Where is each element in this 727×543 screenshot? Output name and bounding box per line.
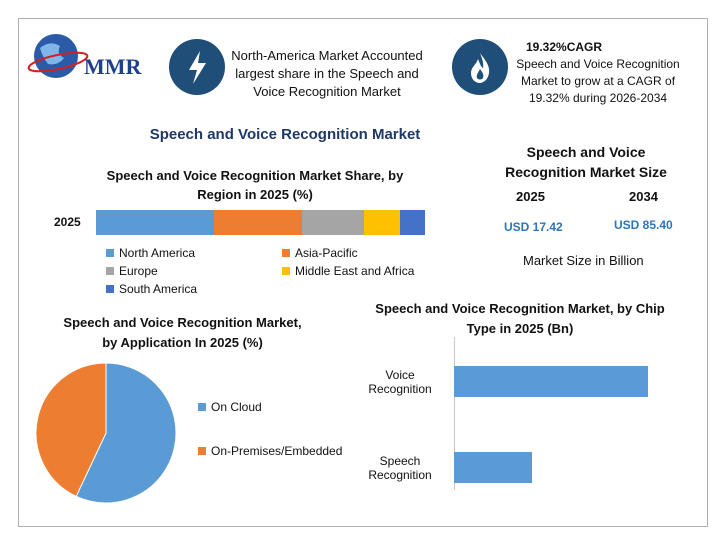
chart-title: Speech and Voice Recognition Market, by … [63, 315, 302, 350]
icon [452, 39, 508, 95]
legend-item: Asia-Pacific [282, 246, 358, 260]
legend-swatch [106, 267, 114, 275]
size-note: Market Size in Billion [523, 253, 644, 268]
logo: MMR [27, 34, 143, 79]
year: 2034 [629, 189, 658, 204]
bar-segment [96, 210, 215, 235]
legend-swatch [106, 285, 114, 293]
legend-swatch [198, 403, 206, 411]
axis-line [454, 337, 455, 490]
category-label: Voice Recognition [368, 367, 432, 396]
cagr-text: Speech and Voice Recognition Market to g… [516, 57, 680, 105]
cagr-title: 19.32%CAGR [526, 40, 603, 54]
pie-chart [35, 362, 177, 504]
icon [169, 39, 225, 95]
pie-slice [35, 362, 107, 498]
bar [454, 366, 648, 397]
pie-slice [75, 362, 177, 504]
legend-item: On Cloud [198, 400, 262, 414]
legend-label: On Cloud [211, 400, 262, 414]
size-value: USD 85.40 [614, 218, 673, 232]
bar-segment [364, 210, 401, 235]
category-label: Speech Recognition [368, 453, 432, 482]
logo-text: MMR [84, 54, 143, 79]
bar [454, 452, 533, 483]
frame [18, 18, 708, 527]
legend-label: Asia-Pacific [295, 246, 358, 260]
legend-label: On-Premises/Embedded [211, 444, 343, 458]
bar-segment [301, 210, 365, 235]
legend-label: North America [119, 246, 196, 260]
size-value: USD 17.42 [504, 220, 563, 234]
legend-label: Europe [119, 264, 158, 278]
bar-segment [400, 210, 425, 235]
chart-title: Speech and Voice Recognition Market Shar… [106, 168, 404, 202]
chart-title: Speech and Voice Recognition Market, by … [375, 301, 665, 336]
bar-segment [214, 210, 302, 235]
legend-item: North America [106, 246, 195, 260]
legend-item: Middle East and Africa [282, 264, 414, 278]
highlight: North-America Market Accounted largest s… [231, 48, 423, 99]
legend-item: South America [106, 282, 197, 296]
legend-item: On-Premises/Embedded [198, 444, 342, 458]
legend-label: South America [119, 282, 198, 296]
main-title: Speech and Voice Recognition Market [149, 126, 421, 143]
legend-swatch [282, 267, 290, 275]
legend-swatch [106, 249, 114, 257]
legend-label: Middle East and Africa [295, 264, 415, 278]
size-title: Speech and Voice Recognition Market Size [505, 144, 667, 180]
legend-swatch [198, 447, 206, 455]
year: 2025 [516, 189, 545, 204]
legend-swatch [282, 249, 290, 257]
legend-item: Europe [106, 264, 158, 278]
category-label: 2025 [54, 215, 81, 229]
